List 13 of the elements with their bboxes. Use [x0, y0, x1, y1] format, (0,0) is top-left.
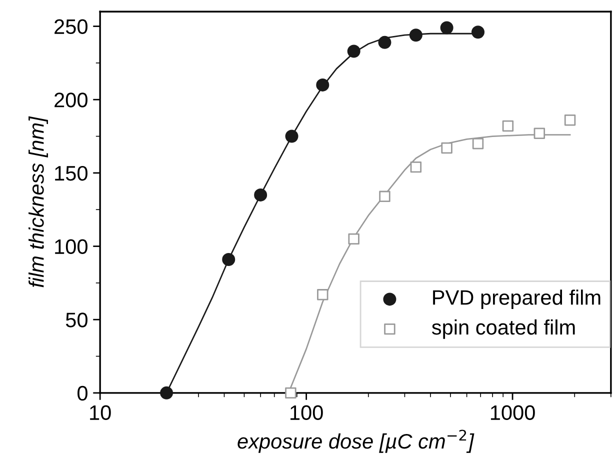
x-tick-label: 100: [290, 405, 323, 420]
x-tick-label: 1000: [490, 405, 535, 420]
y-axis-title: film thickness [nm]: [28, 116, 48, 288]
y-tick-label: 200: [54, 92, 88, 108]
y-tick-label: 250: [54, 19, 88, 34]
y-tick-label: 0: [78, 386, 88, 401]
legend-label: spin coated film: [432, 319, 575, 339]
y-tick-label: 150: [55, 166, 88, 181]
y-tick-label: 50: [66, 312, 88, 328]
x-tick-label: 10: [90, 405, 111, 420]
y-tick-label: 100: [55, 239, 88, 254]
legend-label: PVD prepared film: [433, 290, 600, 309]
x-axis-title: exposure dose [µC cm$^{−2}$]: [238, 430, 474, 453]
